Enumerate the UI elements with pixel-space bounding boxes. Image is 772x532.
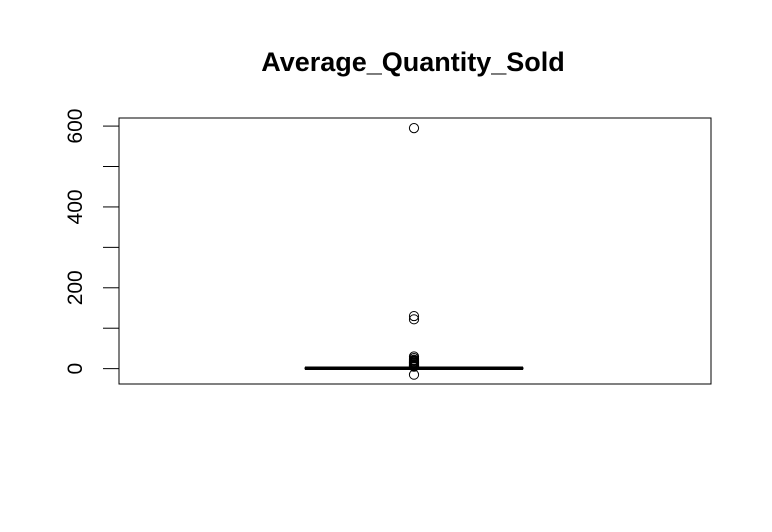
outlier-point (408, 369, 420, 380)
y-axis: 0 200 400 600 (64, 109, 120, 375)
outlier-point (408, 310, 420, 322)
y-tick-label: 400 (64, 189, 87, 224)
y-tick-label: 600 (64, 109, 87, 144)
outlier-point (408, 361, 420, 372)
y-tick-label: 0 (64, 363, 87, 375)
outlier-points (408, 123, 420, 380)
outlier-point (408, 314, 420, 325)
outlier-point (408, 123, 420, 134)
plot-frame (118, 117, 712, 385)
y-tick-label: 200 (64, 270, 87, 305)
chart-title: Average_Quantity_Sold (261, 47, 565, 77)
